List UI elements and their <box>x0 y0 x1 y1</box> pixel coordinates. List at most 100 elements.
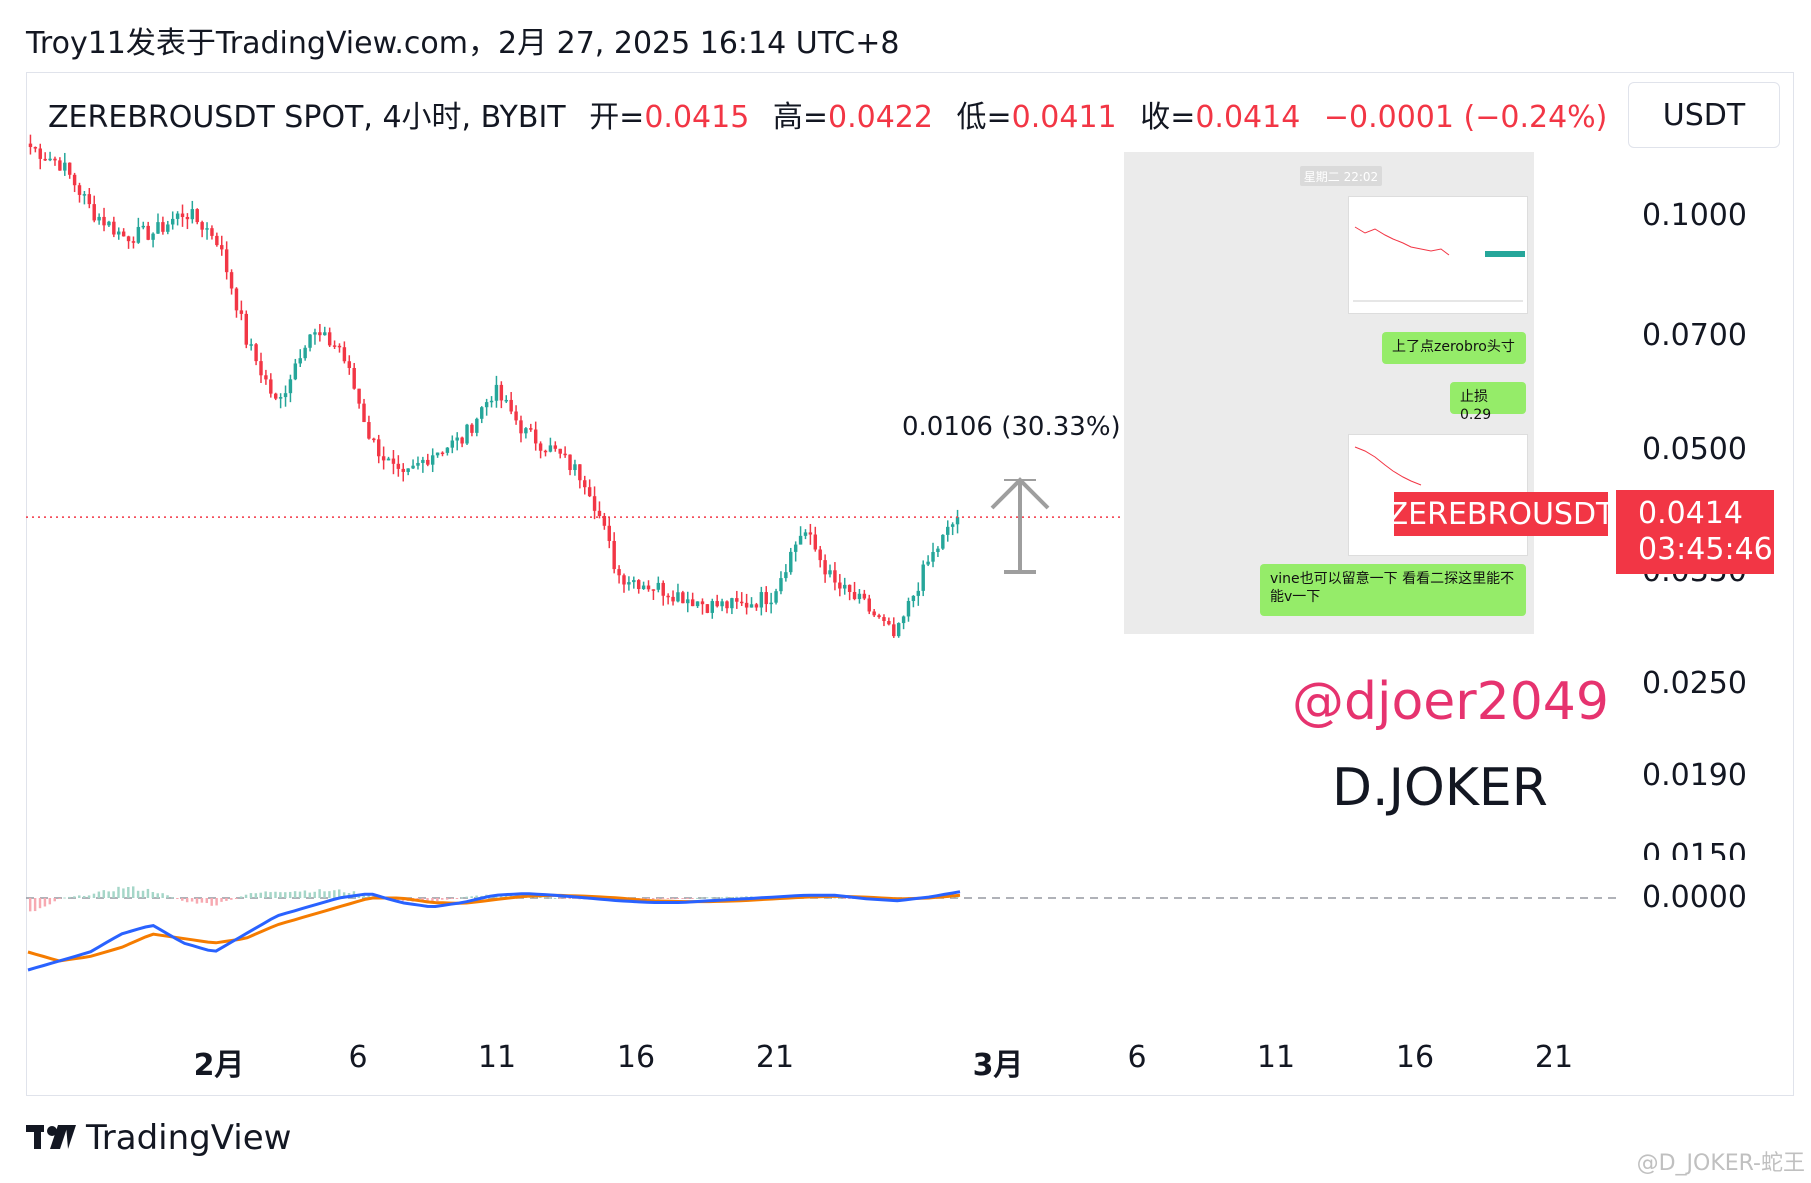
macd-histogram-bar <box>367 895 370 898</box>
mini-chart-icon <box>1354 446 1422 486</box>
candle-body <box>288 379 293 394</box>
macd-histogram-bar <box>284 892 287 898</box>
candle-body <box>833 570 837 583</box>
candle-body <box>489 400 494 403</box>
candle-body <box>524 428 528 434</box>
candle-body <box>568 454 572 471</box>
macd-histogram-bar <box>293 891 297 898</box>
candle-body <box>97 216 101 221</box>
macd-histogram-bar <box>563 898 567 899</box>
macd-histogram-bar <box>200 898 204 903</box>
macd-histogram-bar <box>318 889 321 898</box>
candle-body <box>175 213 180 219</box>
date-tick-label: 16 <box>1395 1040 1435 1075</box>
macd-histogram-bar <box>92 893 96 898</box>
candle-body <box>632 580 636 583</box>
macd-histogram-bar <box>195 898 199 904</box>
candle-body <box>735 598 739 602</box>
date-tick-label: 6 <box>1127 1040 1147 1075</box>
macd-histogram-bar <box>671 898 675 899</box>
candle-body <box>421 459 425 463</box>
candle-body <box>622 575 626 585</box>
macd-histogram-bar <box>323 891 326 898</box>
macd-histogram-bar <box>396 898 400 902</box>
candle-body <box>573 464 577 471</box>
measure-arrow <box>990 477 1050 574</box>
macd-histogram-bar <box>308 892 312 898</box>
macd-histogram-bar <box>43 898 47 907</box>
candle-body <box>931 552 935 562</box>
candle-body <box>847 584 852 593</box>
candle-body <box>283 393 288 398</box>
candle-body <box>690 599 695 607</box>
macd-histogram-bar <box>249 893 253 898</box>
macd-histogram-bar <box>112 891 115 898</box>
candle-body <box>224 249 229 273</box>
macd-histogram-bar <box>274 891 277 898</box>
macd-histogram-bar <box>264 891 267 898</box>
candle-body <box>700 601 705 605</box>
date-tick-label: 21 <box>755 1040 795 1075</box>
currency-selector[interactable]: USDT <box>1628 82 1780 148</box>
publish-header: Troy11发表于TradingView.com，2月 27, 2025 16:… <box>26 26 900 61</box>
macd-line <box>27 890 961 972</box>
candle-body <box>381 456 386 461</box>
candle-body <box>445 447 450 453</box>
candle-body <box>612 540 616 570</box>
macd-histogram-bar <box>176 898 179 900</box>
macd-histogram-bar <box>48 898 52 905</box>
candle-body <box>548 445 553 452</box>
candle-body <box>519 420 523 434</box>
candle-body <box>200 222 204 230</box>
candle-body <box>303 347 307 359</box>
macd-histogram-bar <box>220 898 223 902</box>
candle-body <box>906 601 911 617</box>
macd-histogram-bar <box>470 896 473 898</box>
symbol-price-badge: ZEREBROUSDT <box>1388 492 1614 536</box>
candle-body <box>352 367 356 389</box>
macd-histogram-bar <box>656 898 660 900</box>
candle-body <box>852 592 857 600</box>
macd-histogram-bar <box>146 888 150 898</box>
candle-body <box>671 596 675 602</box>
candle-body <box>533 429 538 444</box>
candle-body <box>465 424 469 444</box>
candle-body <box>234 288 239 311</box>
legend-close-label: 收= <box>1140 100 1196 135</box>
candle-body <box>229 272 234 289</box>
candle-body <box>87 194 92 205</box>
tradingview-logo[interactable]: TradingView <box>26 1118 291 1158</box>
macd-histogram-bar <box>288 891 292 898</box>
macd-histogram-bar <box>848 898 851 899</box>
candle-body <box>695 601 700 607</box>
candle-body <box>440 452 445 455</box>
candle-body <box>102 216 106 226</box>
macd-histogram-bar <box>544 897 547 899</box>
legend-change: −0.0001 (−0.24%) <box>1323 100 1608 135</box>
macd-histogram-bar <box>127 886 130 898</box>
candle-body <box>784 572 788 579</box>
macd-histogram-bar <box>235 898 238 899</box>
candle-body <box>744 602 749 608</box>
candle-body <box>646 585 651 590</box>
candle-body <box>715 601 719 607</box>
candle-body <box>798 535 803 545</box>
candle-body <box>636 580 641 590</box>
legend-symbol: ZEREBROUSDT SPOT, 4小时, BYBIT <box>48 100 566 135</box>
candle-body <box>112 221 116 235</box>
macd-histogram-bar <box>436 898 439 902</box>
candle-body <box>377 439 381 457</box>
candle-body <box>386 458 391 461</box>
legend-high: 0.0422 <box>828 100 933 135</box>
date-tick-label: 11 <box>477 1040 517 1075</box>
macd-histogram-bar <box>441 898 444 900</box>
bar-countdown: 03:45:46 <box>1638 532 1773 567</box>
candle-body <box>597 510 602 517</box>
candle-body <box>195 209 199 223</box>
candle-body <box>151 233 155 240</box>
macd-histogram-bar <box>338 889 341 898</box>
candle-body <box>430 455 435 465</box>
macd-histogram-bar <box>181 898 184 901</box>
candlestick-series <box>28 134 960 638</box>
